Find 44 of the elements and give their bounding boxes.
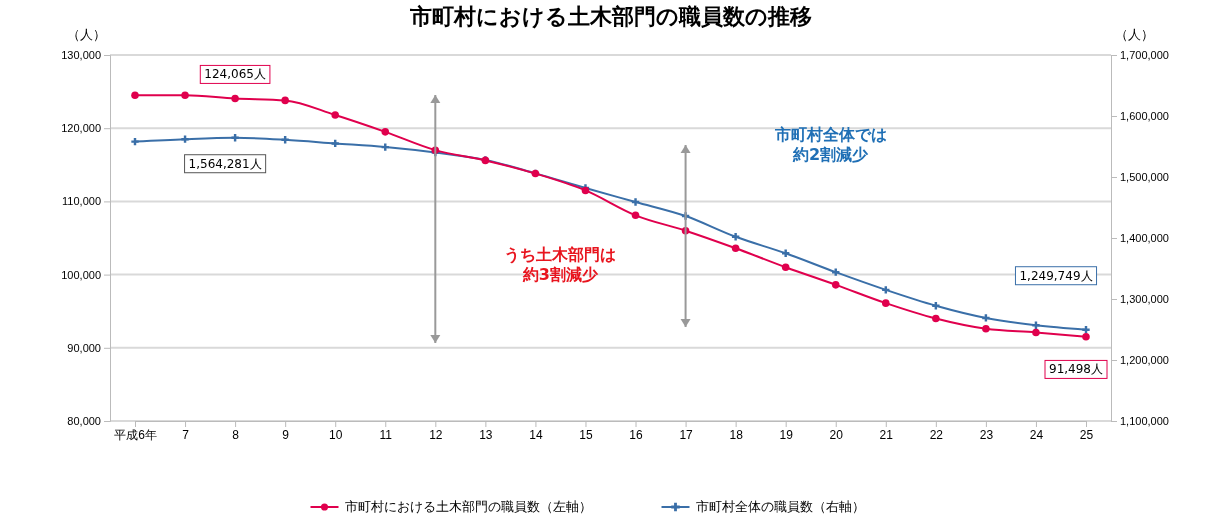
chart-title: 市町村における土木部門の職員数の推移	[408, 4, 812, 29]
x-tick-label: 22	[929, 427, 944, 442]
x-tick-label: 8	[232, 427, 240, 442]
y-tick-label: 80,000	[67, 415, 101, 428]
y-axis-title: （人）	[67, 27, 106, 42]
annotation: うち土木部門は約3割減少	[504, 244, 617, 284]
x-tick-label: 平成6年	[114, 427, 157, 442]
x-tick-label: 23	[979, 427, 994, 442]
y-tick-label: 100,000	[61, 268, 101, 281]
x-tick-label: 9	[282, 427, 290, 442]
x-tick-label: 24	[1029, 427, 1044, 442]
x-tick-label: 12	[429, 427, 443, 442]
x-tick-label: 17	[679, 427, 694, 442]
y2-tick-label: 1,400,000	[1120, 232, 1169, 245]
y2-tick-label: 1,100,000	[1120, 415, 1169, 428]
y2-tick-label: 1,200,000	[1120, 354, 1169, 367]
x-tick-label: 20	[829, 427, 844, 442]
y-tick-label: 130,000	[61, 49, 101, 62]
y-tick-label: 120,000	[61, 122, 101, 135]
y-tick-label: 90,000	[67, 341, 101, 354]
annotation: 91,498人	[1049, 362, 1103, 377]
annotation: 1,249,749人	[1019, 268, 1093, 283]
x-tick-label: 16	[629, 427, 644, 442]
y-tick-label: 110,000	[62, 195, 101, 208]
annotation: 市町村全体では約2割減少	[773, 125, 887, 165]
x-tick-label: 19	[779, 427, 794, 442]
annotation: 124,065人	[204, 67, 266, 82]
legend-label: 市町村における土木部門の職員数（左軸）	[344, 499, 592, 514]
x-tick-label: 7	[182, 427, 190, 442]
annotation: 1,564,281人	[188, 156, 262, 171]
x-tick-label: 25	[1079, 427, 1094, 442]
y2-axis-title: （人）	[1115, 27, 1154, 42]
x-tick-label: 21	[879, 427, 894, 442]
y2-tick-label: 1,700,000	[1120, 49, 1169, 62]
x-tick-label: 11	[379, 427, 393, 442]
legend-label: 市町村全体の職員数（右軸）	[695, 499, 865, 514]
x-tick-label: 15	[579, 427, 593, 442]
x-tick-label: 14	[529, 427, 543, 442]
x-tick-label: 10	[329, 427, 343, 442]
x-tick-label: 13	[479, 427, 493, 442]
x-tick-label: 18	[729, 427, 744, 442]
y2-tick-label: 1,500,000	[1120, 171, 1169, 184]
y2-tick-label: 1,300,000	[1120, 293, 1169, 306]
y2-tick-label: 1,600,000	[1120, 110, 1169, 123]
